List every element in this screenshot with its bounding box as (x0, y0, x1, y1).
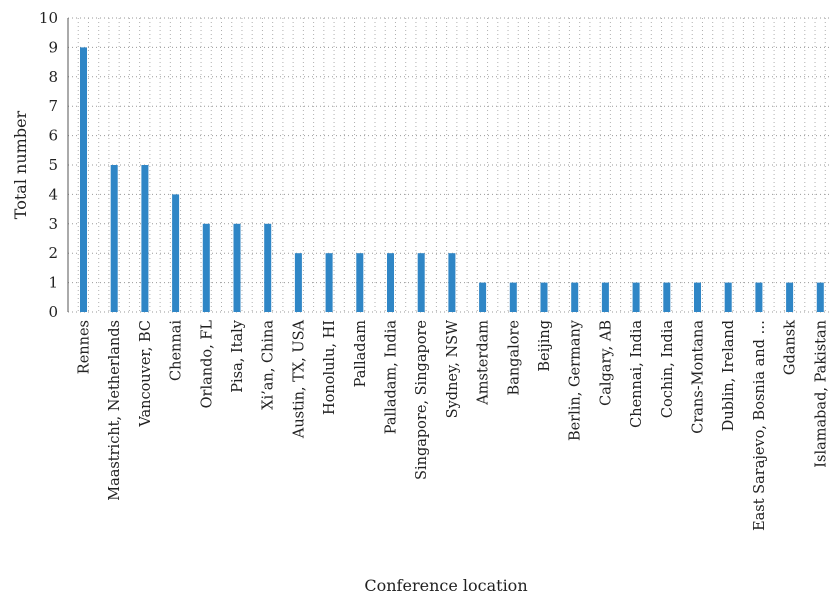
x-tick-label: Bangalore (506, 320, 522, 395)
bar (816, 282, 824, 312)
x-tick-label: Islamabad, Pakistan (813, 320, 829, 468)
bar (202, 223, 210, 312)
bar (601, 282, 609, 312)
x-tick-label: Sydney, NSW (445, 320, 461, 418)
bar (509, 282, 517, 312)
bar (110, 165, 118, 312)
bar (448, 253, 456, 312)
x-tick-label: Crans-Montana (691, 320, 707, 434)
x-tick-label: East Sarajevo, Bosnia and … (752, 320, 768, 531)
bar (356, 253, 364, 312)
bar (540, 282, 548, 312)
bar (417, 253, 425, 312)
x-tick-label: Berlin, Germany (568, 319, 584, 441)
bar (479, 282, 487, 312)
y-tick-label: 10 (39, 9, 58, 27)
bar (264, 223, 272, 312)
y-tick-label: 4 (48, 185, 58, 203)
x-tick-label: Dublin, Ireland (721, 320, 737, 431)
y-tick-label: 2 (48, 244, 58, 262)
x-axis-category-labels: Rennes Maastricht, Netherlands Vancouver, … (77, 319, 829, 531)
y-tick-label: 8 (48, 68, 58, 86)
y-tick-label: 9 (48, 38, 58, 56)
x-tick-label: Austin, TX, USA (291, 319, 307, 439)
bar (172, 194, 180, 312)
y-axis-title: Total number (11, 110, 30, 219)
y-tick-label: 3 (48, 215, 58, 233)
bars (80, 47, 824, 313)
bar (632, 282, 640, 312)
bar (786, 282, 794, 312)
y-tick-label: 7 (48, 97, 58, 115)
bar (724, 282, 732, 312)
bar (233, 223, 241, 312)
y-axis-ticks: 0 1 2 3 4 5 6 7 8 9 10 (39, 9, 58, 321)
x-tick-label: Gdansk (783, 320, 799, 375)
y-tick-label: 0 (48, 303, 58, 321)
y-tick-label: 5 (48, 156, 58, 174)
grid (67, 17, 829, 313)
x-tick-label: Amsterdam (476, 320, 492, 406)
x-tick-label: Palladam, India (384, 320, 400, 435)
x-tick-label: Honolulu, HI (322, 320, 338, 415)
x-tick-label: Rennes (77, 320, 93, 374)
bar (663, 282, 671, 312)
x-tick-label: Maastricht, Netherlands (107, 320, 123, 501)
x-tick-label: Vancouver, BC (138, 320, 154, 428)
bar (141, 165, 149, 312)
bar (694, 282, 701, 312)
bar (571, 282, 579, 312)
bar (387, 253, 394, 312)
x-tick-label: Pisa, Italy (230, 319, 246, 393)
bar (755, 282, 763, 312)
x-tick-label: Calgary, AB (598, 320, 614, 406)
x-axis-title: Conference location (364, 576, 527, 595)
x-tick-label: Beijing (537, 320, 553, 372)
x-tick-label: Palladam (353, 320, 369, 388)
x-tick-label: Orlando, FL (199, 320, 215, 409)
x-tick-label: Chennai, India (629, 320, 645, 428)
x-tick-label: Xi’an, China (261, 320, 277, 410)
x-tick-label: Chennai (169, 320, 185, 381)
bar (80, 47, 87, 313)
bar (325, 253, 333, 312)
x-tick-label: Cochin, India (660, 320, 676, 418)
y-tick-label: 1 (48, 274, 58, 292)
bar (294, 253, 302, 312)
x-tick-label: Singapore, Singapore (414, 320, 430, 480)
y-tick-label: 6 (48, 127, 58, 145)
